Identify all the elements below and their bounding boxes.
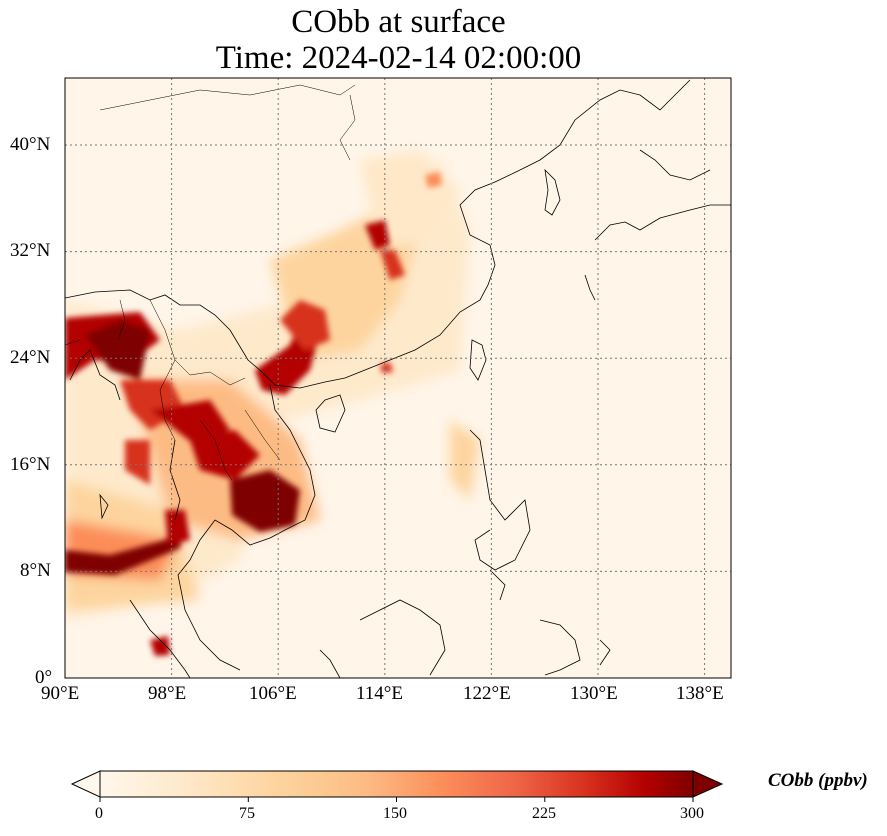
lat-tick-label: 8°N: [20, 560, 51, 581]
colorbar-tick-label: 0: [95, 805, 103, 822]
colorbar-tick-label: 300: [680, 805, 704, 822]
colorbar: [70, 770, 724, 802]
lat-tick-label: 24°N: [10, 347, 51, 368]
gridlines: [65, 78, 731, 678]
colorbar-tick-label: 75: [239, 805, 255, 822]
map-frame: [64, 77, 732, 679]
lon-tick-label: 106°E: [249, 683, 297, 704]
map-subtitle-time: Time: 2024-02-14 02:00:00: [215, 40, 582, 76]
lon-tick-label: 98°E: [148, 683, 187, 704]
map-title: CObb at surface: [291, 4, 506, 40]
lat-tick-label: 16°N: [10, 454, 51, 475]
colorbar-tick-label: 150: [383, 805, 407, 822]
coastlines: [65, 79, 731, 678]
lon-tick-label: 130°E: [570, 683, 618, 704]
lon-tick-label: 138°E: [676, 683, 724, 704]
colorbar-extend-max: [692, 770, 724, 798]
colorbar-gradient: [100, 771, 693, 797]
lat-tick-label: 0°: [35, 667, 53, 688]
lon-tick-label: 90°E: [41, 683, 80, 704]
lat-tick-label: 40°N: [10, 134, 51, 155]
colorbar-tick-label: 225: [532, 805, 556, 822]
lon-tick-label: 114°E: [356, 683, 403, 704]
colorbar-title: CObb (ppbv): [768, 770, 868, 791]
lon-tick-label: 122°E: [463, 683, 511, 704]
borders: [65, 84, 356, 481]
colorbar-extend-min: [70, 770, 101, 798]
lat-tick-label: 32°N: [10, 240, 51, 261]
